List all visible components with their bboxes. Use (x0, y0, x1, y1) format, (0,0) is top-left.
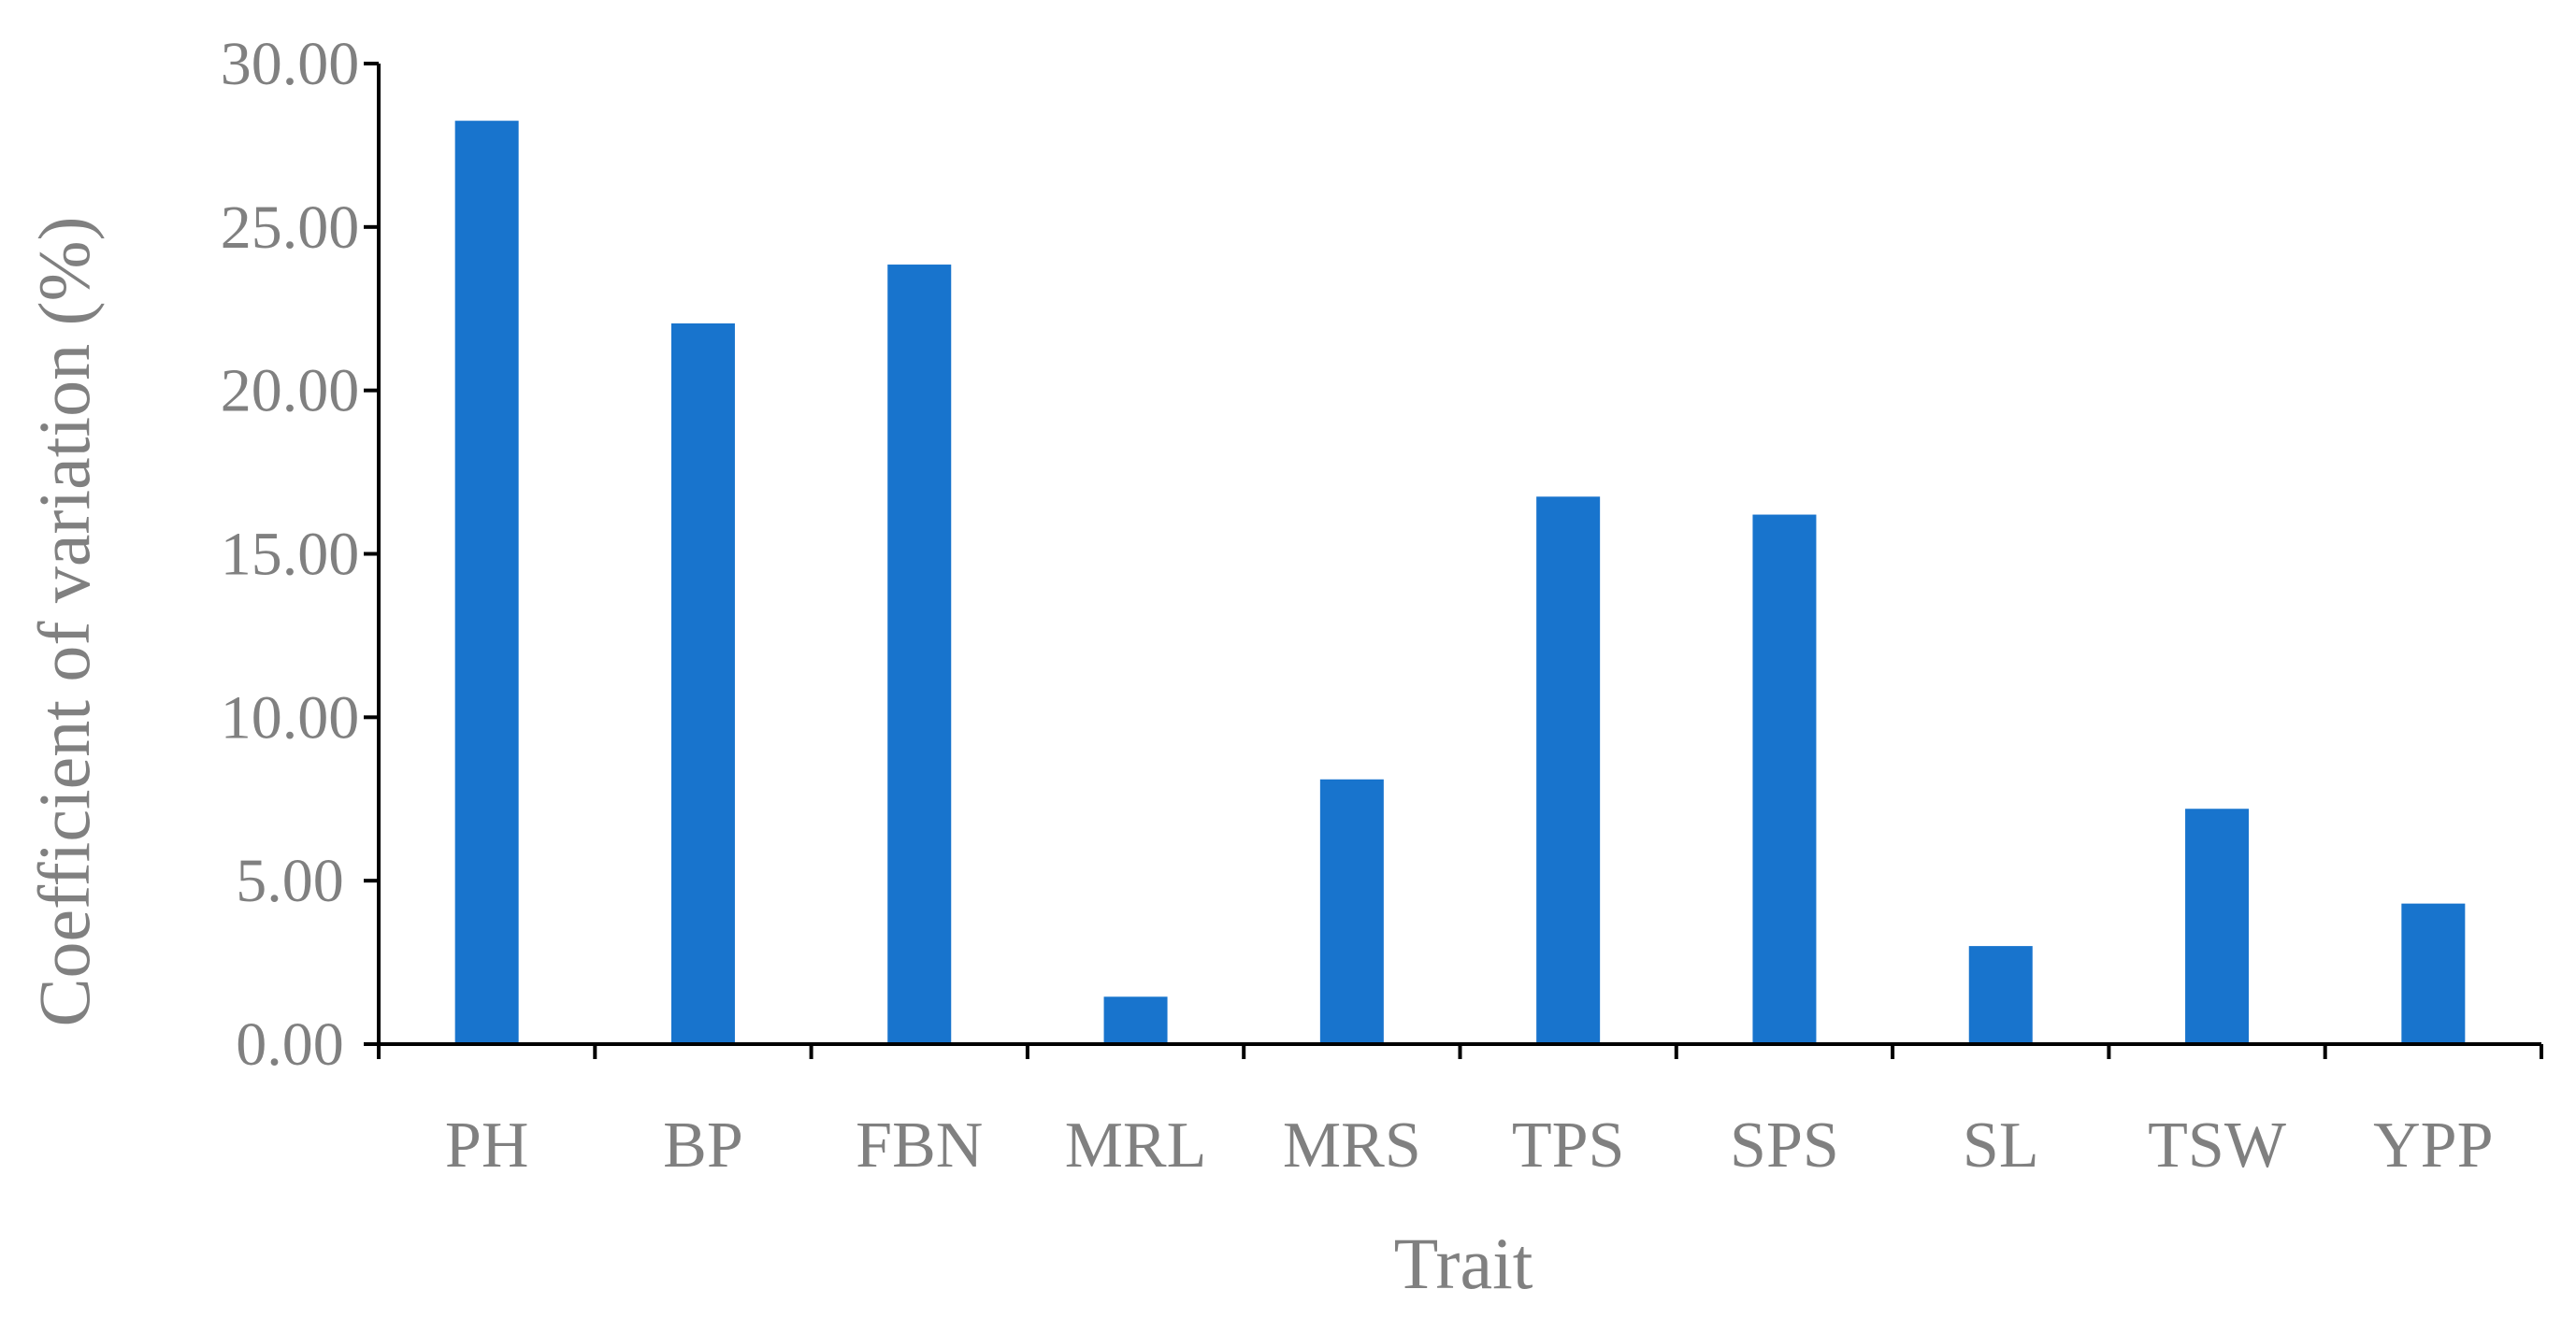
x-tick-label-tsw: TSW (2148, 1110, 2286, 1182)
x-tick-label-sps: SPS (1730, 1110, 1839, 1182)
bar-bp (670, 322, 735, 1044)
y-tick-label: 0.00 (236, 1010, 344, 1079)
bar-mrl (1103, 996, 1168, 1044)
x-tick-label-fbn: FBN (856, 1110, 983, 1182)
y-tick-label: 15.00 (221, 521, 360, 589)
x-tick-label-mrs: MRS (1283, 1110, 1421, 1182)
bar-sl (1968, 946, 2033, 1044)
axes (364, 62, 2543, 1059)
x-axis-title: Trait (1394, 1223, 1533, 1304)
bar-fbn (887, 265, 952, 1044)
x-tick-label-mrl: MRL (1065, 1110, 1207, 1182)
x-tick-label-tps: TPS (1512, 1110, 1625, 1182)
bars (454, 121, 2466, 1045)
y-tick-label: 10.00 (221, 683, 360, 752)
y-tick-label: 5.00 (236, 847, 344, 915)
y-tick-label: 20.00 (221, 357, 360, 425)
y-tick-label: 30.00 (221, 30, 360, 98)
bar-sps (1752, 514, 1817, 1044)
x-tick-label-sl: SL (1963, 1110, 2039, 1182)
bar-ypp (2401, 903, 2466, 1044)
bar-tsw (2185, 809, 2250, 1044)
tick-labels: 0.00 5.00 10.00 15.00 20.00 25.00 30.00 PH BP FBN… (221, 30, 2494, 1182)
x-tick-label-bp: BP (663, 1110, 743, 1182)
x-tick-label-ph: PH (445, 1110, 528, 1182)
x-tick-label-ypp: YPP (2373, 1110, 2493, 1182)
bar-ph (454, 121, 519, 1045)
bar-tps (1536, 496, 1601, 1044)
y-tick-label: 25.00 (221, 193, 360, 262)
y-axis-title: Coefficient of variation (%) (23, 216, 105, 1026)
bar-mrs (1319, 779, 1384, 1044)
